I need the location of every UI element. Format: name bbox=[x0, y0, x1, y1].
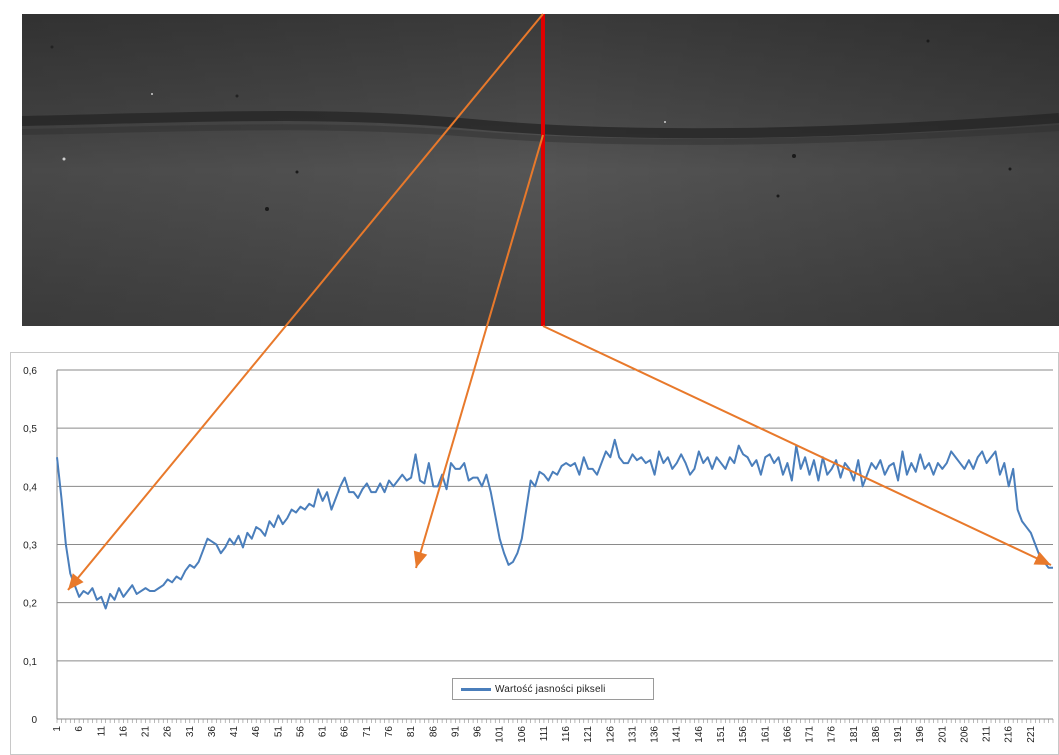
x-tick-label: 41 bbox=[229, 726, 240, 738]
x-tick-label: 111 bbox=[539, 726, 550, 742]
x-tick-label: 126 bbox=[605, 726, 616, 743]
x-tick-label: 66 bbox=[340, 726, 351, 738]
x-tick-label: 96 bbox=[473, 726, 484, 738]
x-tick-label: 91 bbox=[450, 726, 461, 738]
x-tick-label: 31 bbox=[185, 726, 196, 738]
x-tick-label: 206 bbox=[959, 726, 970, 743]
y-tick-label: 0,3 bbox=[23, 541, 37, 552]
x-tick-label: 191 bbox=[893, 726, 904, 743]
x-tick-label: 181 bbox=[849, 726, 860, 743]
x-tick-label: 171 bbox=[805, 726, 816, 743]
x-tick-label: 156 bbox=[738, 726, 749, 743]
y-tick-label: 0,6 bbox=[23, 366, 37, 377]
legend: Wartość jasności pikseli bbox=[452, 678, 654, 700]
x-tick-label: 151 bbox=[716, 726, 727, 743]
y-tick-label: 0 bbox=[31, 715, 37, 726]
x-tick-label: 141 bbox=[672, 726, 683, 743]
x-tick-label: 56 bbox=[295, 726, 306, 738]
x-tick-label: 51 bbox=[273, 726, 284, 738]
x-tick-label: 176 bbox=[827, 726, 838, 743]
x-tick-label: 216 bbox=[1004, 726, 1015, 743]
x-tick-label: 201 bbox=[937, 726, 948, 743]
y-tick-label: 0,2 bbox=[23, 599, 37, 610]
x-tick-label: 186 bbox=[871, 726, 882, 743]
x-tick-label: 16 bbox=[118, 726, 129, 738]
x-tick-label: 166 bbox=[782, 726, 793, 743]
x-tick-label: 101 bbox=[495, 726, 506, 743]
x-tick-label: 81 bbox=[406, 726, 417, 738]
series-line bbox=[56, 438, 1053, 610]
x-tick-label: 211 bbox=[982, 726, 993, 742]
x-tick-label: 1 bbox=[52, 726, 63, 732]
legend-label: Wartość jasności pikseli bbox=[495, 683, 606, 695]
x-tick-label: 21 bbox=[141, 726, 152, 738]
y-tick-label: 0,4 bbox=[23, 482, 37, 493]
x-tick-label: 61 bbox=[318, 726, 329, 738]
x-tick-label: 46 bbox=[251, 726, 262, 738]
y-tick-label: 0,5 bbox=[23, 424, 37, 435]
y-tick-label: 0,1 bbox=[23, 657, 37, 668]
x-tick-label: 11 bbox=[96, 726, 107, 737]
x-tick-label: 221 bbox=[1026, 726, 1037, 743]
x-tick-label: 6 bbox=[74, 726, 85, 732]
x-tick-label: 76 bbox=[384, 726, 395, 738]
x-tick-label: 131 bbox=[627, 726, 638, 743]
x-tick-label: 106 bbox=[517, 726, 528, 743]
x-tick-label: 121 bbox=[583, 726, 594, 743]
x-tick-label: 196 bbox=[915, 726, 926, 743]
x-tick-label: 71 bbox=[362, 726, 373, 738]
x-tick-label: 116 bbox=[561, 726, 572, 742]
x-tick-label: 26 bbox=[163, 726, 174, 738]
legend-swatch bbox=[461, 687, 491, 691]
x-tick-label: 161 bbox=[760, 726, 771, 743]
x-tick-label: 136 bbox=[650, 726, 661, 743]
x-tick-label: 146 bbox=[694, 726, 705, 743]
x-tick-label: 36 bbox=[207, 726, 218, 738]
x-tick-label: 86 bbox=[428, 726, 439, 738]
